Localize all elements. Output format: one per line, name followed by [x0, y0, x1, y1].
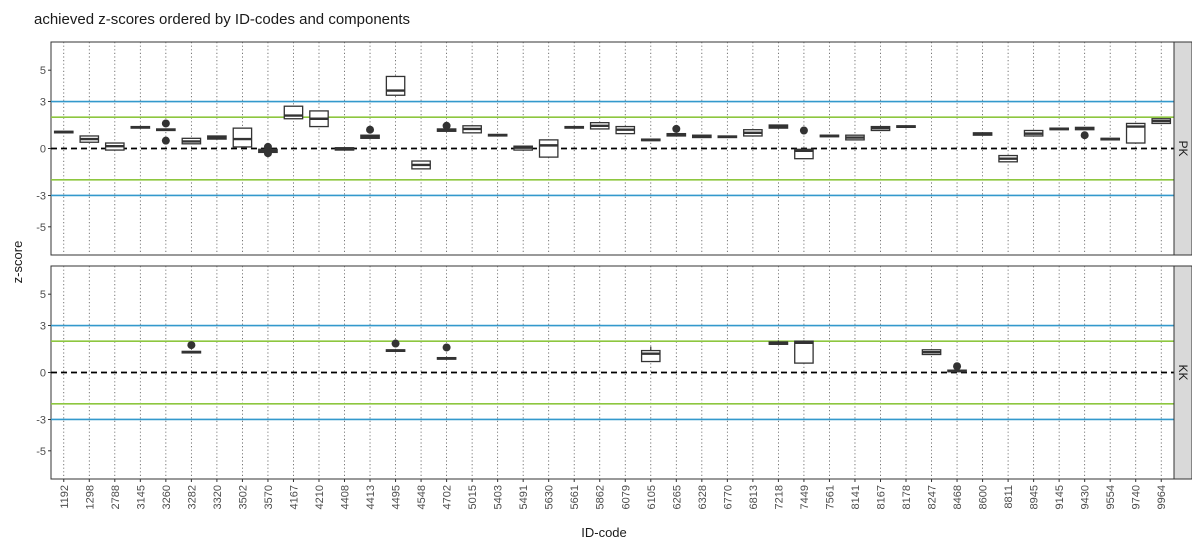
box-4167 — [283, 105, 304, 120]
outlier-point — [161, 136, 170, 145]
outlier-point — [263, 142, 272, 151]
facet-strip-label: KK — [1176, 364, 1190, 380]
x-tick-label: 6770 — [722, 485, 734, 509]
x-tick-label: 5661 — [569, 485, 581, 509]
x-tick-label: 8468 — [952, 485, 964, 509]
outlier-point — [953, 362, 962, 371]
facet-strip — [1173, 41, 1192, 256]
outlier-point — [187, 341, 196, 350]
x-tick-label: 4167 — [288, 485, 300, 509]
x-tick-label: 4413 — [365, 485, 377, 509]
outlier-point — [263, 149, 272, 158]
x-tick-label: 4210 — [314, 485, 326, 509]
y-tick-label: 5 — [40, 65, 46, 77]
x-tick-label: 6079 — [620, 485, 632, 509]
x-tick-label: 4702 — [442, 485, 454, 509]
plot-area: -5 -3 0 3 5 PK -5 -3 0 3 5 KK 1192 1298 2788 3145 3260 32… — [36, 41, 1192, 509]
box-6105 — [640, 349, 661, 363]
y-axis-title: z-score — [10, 241, 25, 284]
x-tick-label: 5630 — [544, 485, 556, 509]
y-tick-label: 3 — [40, 321, 46, 333]
y-tick-label: 0 — [40, 144, 46, 156]
x-tick-label: 8811 — [1003, 485, 1015, 509]
x-tick-label: 9430 — [1080, 485, 1092, 509]
box-4495 — [385, 75, 406, 96]
x-tick-label: 2788 — [110, 485, 122, 509]
x-tick-label: 6265 — [671, 485, 683, 509]
x-tick-label: 3570 — [263, 485, 275, 509]
outlier-point — [391, 339, 400, 348]
x-tick-label: 1298 — [84, 485, 96, 509]
x-tick-label: 8945 — [1029, 485, 1041, 509]
x-tick-label: 5862 — [595, 485, 607, 509]
y-tick-label: -5 — [36, 446, 46, 458]
x-tick-label: 8247 — [927, 485, 939, 509]
box-7449 — [794, 340, 814, 364]
x-tick-label: 5015 — [467, 485, 479, 509]
x-tick-label: 6105 — [646, 485, 658, 509]
x-tick-label: 6328 — [697, 485, 709, 509]
x-tick-label: 9145 — [1054, 485, 1066, 509]
x-tick-label: 3260 — [161, 485, 173, 509]
outlier-point — [442, 121, 451, 130]
outlier-point — [672, 124, 681, 133]
facet-strip — [1173, 265, 1192, 480]
outlier-point — [799, 126, 808, 135]
x-tick-label: 8600 — [978, 485, 990, 509]
x-tick-label: 5491 — [518, 485, 530, 509]
outlier-point — [442, 343, 451, 352]
outlier-point — [366, 125, 375, 134]
x-tick-label: 3282 — [186, 485, 198, 509]
x-tick-label: 8178 — [901, 485, 913, 509]
x-tick-label: 4548 — [416, 485, 428, 509]
y-tick-label: -3 — [36, 414, 46, 426]
x-tick-label: 8167 — [875, 485, 887, 509]
y-tick-label: -3 — [36, 190, 46, 202]
outlier-point — [161, 119, 170, 128]
x-tick-label: 9554 — [1105, 485, 1117, 509]
x-tick-label: 6813 — [748, 485, 760, 509]
outlier-point — [1080, 131, 1089, 140]
y-tick-label: 3 — [40, 97, 46, 109]
x-tick-label: 1192 — [59, 485, 71, 509]
x-tick-label: 7218 — [773, 485, 785, 509]
box-7449 — [794, 148, 814, 160]
facet-strip-label: PK — [1176, 140, 1190, 156]
box-3502 — [232, 127, 253, 148]
y-tick-label: 5 — [40, 289, 46, 301]
x-tick-label: 3145 — [135, 485, 147, 509]
y-tick-label: -5 — [36, 222, 46, 234]
x-tick-label: 7449 — [799, 485, 811, 509]
x-tick-label: 9964 — [1156, 485, 1168, 509]
chart-title: achieved z-scores ordered by ID-codes an… — [34, 11, 410, 28]
x-tick-label: 3320 — [212, 485, 224, 509]
x-tick-label: 7561 — [824, 485, 836, 509]
x-tick-label: 4495 — [391, 485, 403, 509]
x-tick-label: 8141 — [850, 485, 862, 509]
y-tick-label: 0 — [40, 368, 46, 380]
x-tick-label: 9740 — [1131, 485, 1143, 509]
box-5630 — [538, 139, 559, 158]
x-tick-label: 5403 — [493, 485, 505, 509]
x-axis-title: ID-code — [581, 525, 627, 540]
x-tick-label: 4408 — [340, 485, 352, 509]
x-tick-label: 3502 — [237, 485, 249, 509]
box-9740 — [1125, 122, 1146, 144]
